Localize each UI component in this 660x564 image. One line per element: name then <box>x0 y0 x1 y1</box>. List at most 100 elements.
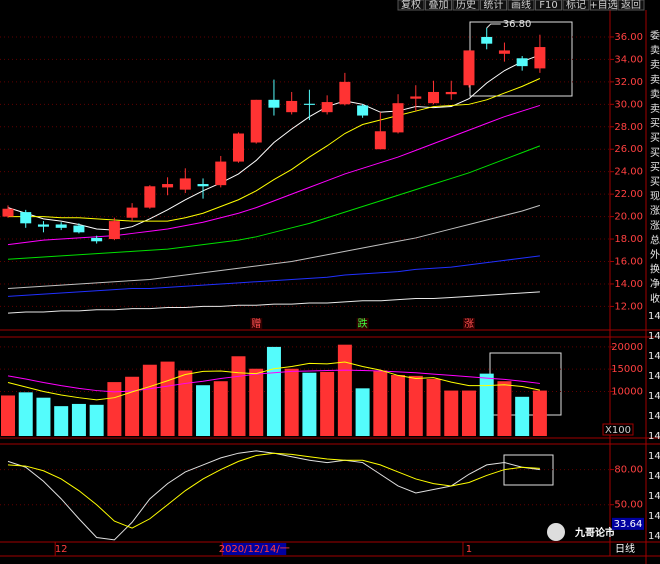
toolbar-label: 标记 <box>566 0 586 11</box>
volume-bar <box>213 381 228 436</box>
y-tick-label: 80.00 <box>614 465 643 476</box>
side-number: 14 <box>648 451 660 462</box>
candle-body <box>126 207 138 218</box>
candle-body <box>250 99 262 143</box>
toolbar-button[interactable] <box>507 0 535 11</box>
side-label: 换 <box>650 263 660 276</box>
candle-body <box>37 224 49 227</box>
volume-bar <box>107 382 122 436</box>
volume-bar <box>18 392 33 436</box>
side-label: 涨 <box>650 220 660 232</box>
volume-bar <box>178 370 193 436</box>
indicator-line <box>7 369 540 393</box>
candle-body <box>232 133 244 162</box>
y-tick-label: 28.00 <box>614 122 643 133</box>
toolbar-label: 画线 <box>511 0 531 11</box>
candle-body <box>73 225 85 233</box>
y-tick-label: 18.00 <box>614 234 643 245</box>
indicator-line <box>7 54 541 231</box>
side-label: 卖 <box>650 45 660 57</box>
toolbar-button[interactable] <box>617 0 645 11</box>
event-label: 跌 <box>358 317 368 330</box>
indicator-line <box>8 78 541 222</box>
volume-bar <box>71 403 86 436</box>
candle-body <box>357 105 369 116</box>
candle-body <box>179 178 191 190</box>
side-number: 14 <box>648 471 660 482</box>
side-number: 14 <box>648 311 660 322</box>
indicator-line <box>7 145 541 260</box>
unit-label: X100 <box>605 425 631 436</box>
volume-bar <box>142 364 157 436</box>
side-number: 14 <box>648 491 660 502</box>
candle-body <box>516 58 528 67</box>
watermark-icon <box>547 523 565 541</box>
indicator-line <box>7 204 541 289</box>
y-tick-label: 30.00 <box>614 99 643 110</box>
y-tick-label: 14.00 <box>614 279 643 290</box>
volume-bar <box>391 374 406 436</box>
candle-body <box>144 186 156 208</box>
volume-bar <box>36 397 51 436</box>
toolbar-button[interactable] <box>535 0 562 11</box>
side-label: 总 <box>650 233 660 246</box>
candle-body <box>410 96 422 99</box>
candle-body <box>2 208 14 217</box>
y-tick-label: 10000 <box>611 386 643 397</box>
cursor-value-label: 33.64 <box>614 519 643 530</box>
volume-bar <box>479 373 494 436</box>
candle-body <box>498 50 510 54</box>
volume-bar <box>426 378 441 436</box>
candle-body <box>321 102 333 113</box>
candle-body <box>392 103 404 133</box>
candle-body <box>162 184 174 188</box>
y-tick-label: 22.00 <box>614 189 643 200</box>
toolbar-label: 返回 <box>621 0 641 11</box>
side-label: 外 <box>650 249 660 261</box>
toolbar-button[interactable] <box>590 0 617 11</box>
y-tick-label: 36.00 <box>614 32 643 43</box>
candle-body <box>108 221 120 240</box>
volume-bar <box>532 390 547 436</box>
candle-body <box>303 103 315 105</box>
y-tick-label: 24.00 <box>614 167 643 178</box>
toolbar-button[interactable] <box>562 0 590 11</box>
toolbar-label: 复权 <box>401 0 421 11</box>
toolbar-label: +自选 <box>589 0 617 11</box>
side-label: 卖 <box>650 88 660 100</box>
volume-bar <box>373 370 388 436</box>
side-label: 买 <box>650 161 660 173</box>
side-label: 买 <box>650 132 660 144</box>
toolbar-button[interactable] <box>452 0 480 11</box>
side-number: 14 <box>648 391 660 402</box>
volume-bar <box>89 404 104 436</box>
toolbar-button[interactable] <box>480 0 507 11</box>
candle-body <box>20 212 32 224</box>
candle-body <box>268 99 280 108</box>
side-number: 14 <box>648 371 660 382</box>
watermark: 九哥论市 <box>574 526 615 539</box>
event-box <box>356 318 369 329</box>
side-number: 14 <box>648 351 660 362</box>
x-tick-label: 2020/12/14/一 <box>219 544 290 555</box>
side-label: 卖 <box>650 59 660 71</box>
side-number: 14 <box>648 531 660 542</box>
candle-body <box>91 237 103 242</box>
side-number: 14 <box>648 511 660 522</box>
cursor-date-box <box>222 543 287 555</box>
event-box <box>462 318 475 329</box>
toolbar-label: F10 <box>539 0 557 11</box>
candle-body <box>463 50 475 86</box>
toolbar-button[interactable] <box>425 0 452 11</box>
side-label: 现 <box>650 191 660 203</box>
toolbar-label: 统计 <box>484 0 504 11</box>
side-label: 收 <box>650 292 660 305</box>
volume-bar <box>160 361 175 436</box>
toolbar-button[interactable] <box>397 0 425 11</box>
toolbar-label: 叠加 <box>429 0 449 11</box>
indicator-line <box>7 361 540 401</box>
side-label: 买 <box>650 118 660 130</box>
side-label: 买 <box>650 147 660 159</box>
